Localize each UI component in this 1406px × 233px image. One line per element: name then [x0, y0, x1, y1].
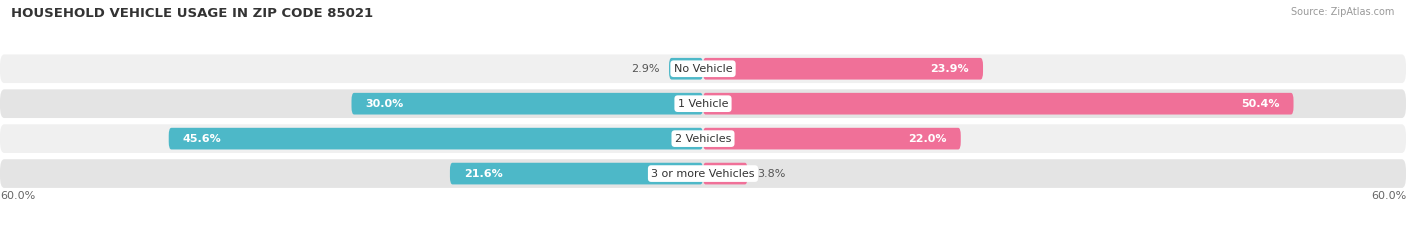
FancyBboxPatch shape: [703, 128, 960, 150]
Text: HOUSEHOLD VEHICLE USAGE IN ZIP CODE 85021: HOUSEHOLD VEHICLE USAGE IN ZIP CODE 8502…: [11, 7, 374, 20]
Text: 2.9%: 2.9%: [631, 64, 659, 74]
Text: 50.4%: 50.4%: [1241, 99, 1279, 109]
FancyBboxPatch shape: [703, 163, 748, 185]
Text: 22.0%: 22.0%: [908, 134, 946, 144]
FancyBboxPatch shape: [169, 128, 703, 150]
FancyBboxPatch shape: [450, 163, 703, 185]
Text: 45.6%: 45.6%: [183, 134, 222, 144]
FancyBboxPatch shape: [0, 159, 1406, 188]
FancyBboxPatch shape: [669, 58, 703, 80]
Text: 21.6%: 21.6%: [464, 169, 503, 178]
Text: 23.9%: 23.9%: [931, 64, 969, 74]
FancyBboxPatch shape: [0, 89, 1406, 118]
Text: 3.8%: 3.8%: [756, 169, 786, 178]
FancyBboxPatch shape: [703, 93, 1294, 115]
FancyBboxPatch shape: [703, 58, 983, 80]
Text: 2 Vehicles: 2 Vehicles: [675, 134, 731, 144]
Text: 60.0%: 60.0%: [0, 191, 35, 201]
Text: 60.0%: 60.0%: [1371, 191, 1406, 201]
Text: 3 or more Vehicles: 3 or more Vehicles: [651, 169, 755, 178]
FancyBboxPatch shape: [0, 124, 1406, 153]
Text: 30.0%: 30.0%: [366, 99, 404, 109]
Text: No Vehicle: No Vehicle: [673, 64, 733, 74]
FancyBboxPatch shape: [0, 55, 1406, 83]
Text: 1 Vehicle: 1 Vehicle: [678, 99, 728, 109]
FancyBboxPatch shape: [352, 93, 703, 115]
Text: Source: ZipAtlas.com: Source: ZipAtlas.com: [1291, 7, 1395, 17]
